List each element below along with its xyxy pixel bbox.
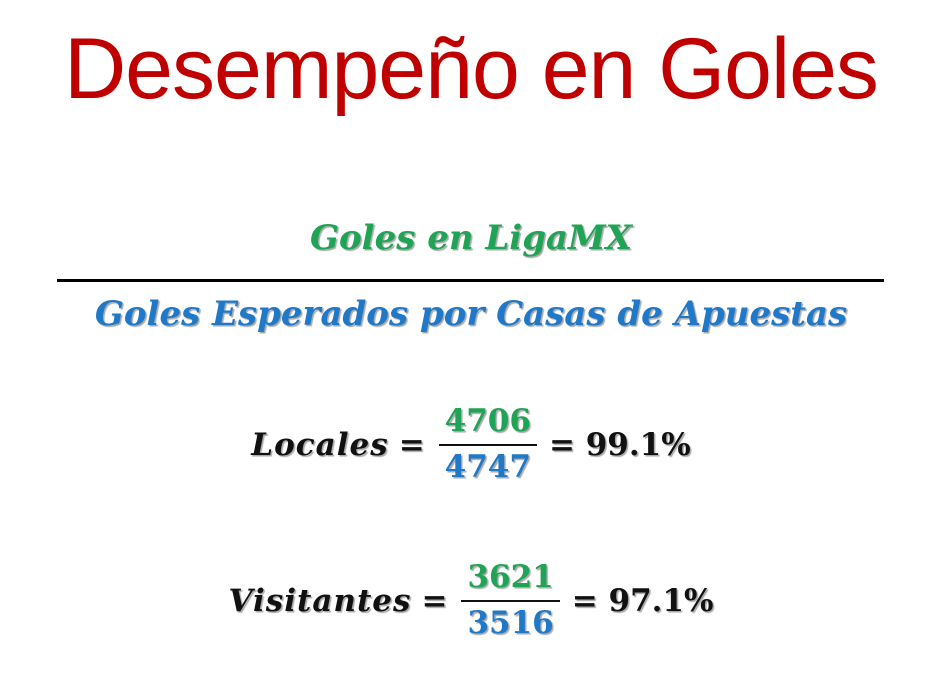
fraction-numerator: 4706: [444, 403, 531, 439]
ratio-numerator: Goles en LigaMX: [309, 218, 633, 258]
equation-result: = 97.1%: [571, 582, 714, 619]
equation-visitantes: Visitantes = 3621 3516 = 97.1%: [0, 559, 942, 642]
equation-result: = 99.1%: [548, 426, 691, 463]
ratio-fraction-bar: [57, 279, 884, 282]
equation-label: Visitantes: [228, 582, 412, 619]
page-title: Desempeño en Goles: [64, 21, 879, 117]
fraction-bar: [461, 599, 560, 603]
fraction-denominator: 3516: [467, 605, 554, 642]
equals-sign: =: [421, 582, 448, 619]
fraction-bar: [438, 443, 537, 447]
fraction: 4706 4747: [438, 403, 537, 486]
fraction-denominator: 4747: [444, 449, 531, 486]
equation-locales: Locales = 4706 4747 = 99.1%: [0, 403, 942, 486]
ratio-denominator: Goles Esperados por Casas de Apuestas: [94, 294, 848, 334]
fraction-numerator: 3621: [467, 559, 554, 595]
equals-sign: =: [398, 426, 425, 463]
equation-label: Locales: [251, 426, 389, 463]
fraction: 3621 3516: [461, 559, 560, 642]
